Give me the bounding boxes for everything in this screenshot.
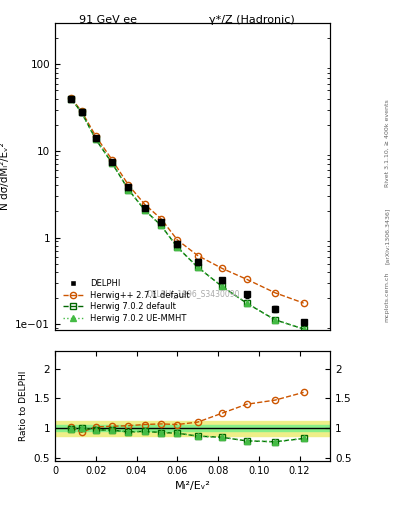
Y-axis label: Ratio to DELPHI: Ratio to DELPHI (19, 371, 28, 441)
Text: mcplots.cern.ch: mcplots.cern.ch (385, 272, 389, 322)
Text: DELPHI_1996_S3430090: DELPHI_1996_S3430090 (146, 289, 239, 298)
X-axis label: Mₗ²/Eᵥ²: Mₗ²/Eᵥ² (174, 481, 211, 491)
Text: 91 GeV ee: 91 GeV ee (79, 15, 137, 25)
Text: [arXiv:1306.3436]: [arXiv:1306.3436] (385, 207, 389, 264)
Text: γ*/Z (Hadronic): γ*/Z (Hadronic) (209, 15, 295, 25)
Y-axis label: N dσ/dMₗ²/Eᵥ²: N dσ/dMₗ²/Eᵥ² (0, 143, 10, 210)
Bar (55, 421, 330, 436)
Bar (55, 425, 330, 431)
Text: Rivet 3.1.10, ≥ 400k events: Rivet 3.1.10, ≥ 400k events (385, 99, 389, 187)
Legend: DELPHI, Herwig++ 2.7.1 default, Herwig 7.0.2 default, Herwig 7.0.2 UE-MMHT: DELPHI, Herwig++ 2.7.1 default, Herwig 7… (59, 276, 193, 326)
